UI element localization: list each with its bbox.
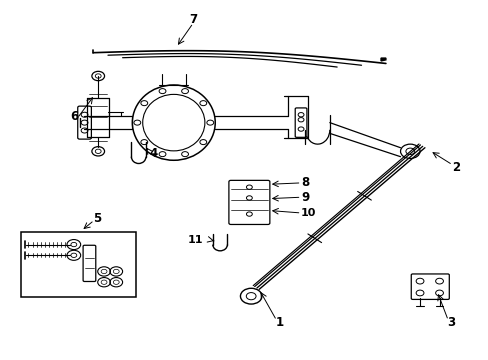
Text: 6: 6 bbox=[71, 111, 79, 123]
Text: 11: 11 bbox=[187, 234, 203, 244]
Polygon shape bbox=[380, 58, 385, 61]
Text: 4: 4 bbox=[149, 147, 157, 160]
Text: 3: 3 bbox=[446, 315, 454, 329]
Text: 5: 5 bbox=[93, 212, 101, 225]
Text: 1: 1 bbox=[275, 315, 283, 329]
Text: 2: 2 bbox=[451, 161, 460, 174]
Text: 10: 10 bbox=[301, 208, 316, 218]
Text: 7: 7 bbox=[189, 13, 197, 26]
Text: 9: 9 bbox=[301, 191, 309, 204]
Text: 8: 8 bbox=[301, 176, 309, 189]
